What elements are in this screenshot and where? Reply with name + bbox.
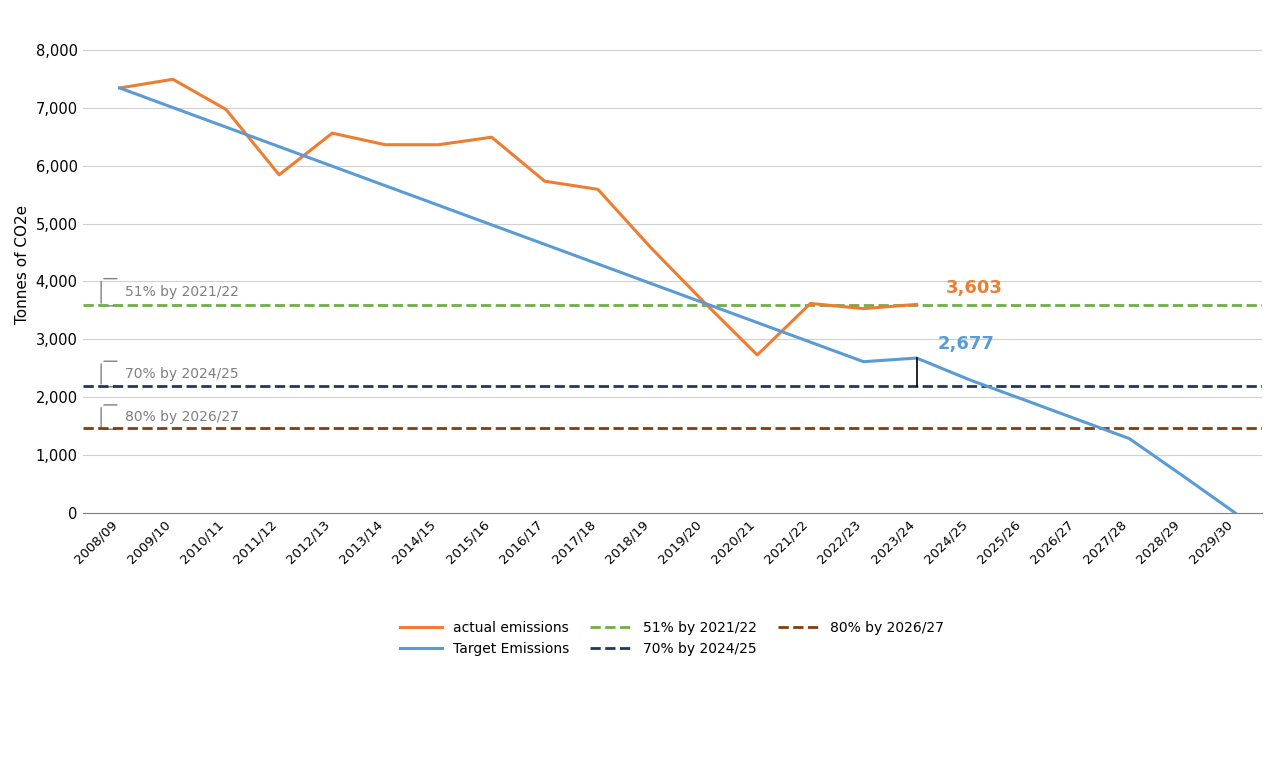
actual emissions: [272, 170, 287, 179]
70% by 2024/25: [165, 381, 180, 390]
actual emissions: [856, 304, 871, 313]
Target Emissions: [696, 298, 711, 308]
actual emissions: [484, 132, 499, 142]
Target Emissions: [750, 318, 765, 327]
Target Emissions: [378, 181, 393, 190]
Target Emissions: [644, 279, 659, 288]
Text: 80% by 2026/27: 80% by 2026/27: [125, 410, 239, 424]
51% by 2021/22: [165, 300, 180, 309]
actual emissions: [590, 185, 605, 194]
Y-axis label: Tonnes of CO2e: Tonnes of CO2e: [15, 204, 29, 323]
Target Emissions: [962, 375, 977, 385]
Target Emissions: [484, 220, 499, 230]
80% by 2026/27: [112, 424, 128, 433]
Text: 3,603: 3,603: [946, 280, 1002, 298]
Target Emissions: [1121, 434, 1137, 443]
Target Emissions: [538, 240, 553, 249]
actual emissions: [324, 129, 340, 138]
Target Emissions: [165, 103, 180, 112]
actual emissions: [378, 140, 393, 150]
actual emissions: [165, 75, 180, 84]
Line: Target Emissions: Target Emissions: [120, 88, 1235, 513]
Target Emissions: [218, 122, 234, 132]
Target Emissions: [803, 337, 819, 347]
Target Emissions: [1175, 471, 1190, 480]
Target Emissions: [272, 142, 287, 151]
actual emissions: [909, 300, 925, 309]
Target Emissions: [1015, 395, 1031, 404]
actual emissions: [803, 299, 819, 308]
80% by 2026/27: [165, 424, 180, 433]
Target Emissions: [909, 354, 925, 363]
Target Emissions: [1227, 509, 1243, 518]
Target Emissions: [856, 357, 871, 366]
actual emissions: [112, 83, 128, 93]
Target Emissions: [430, 200, 446, 210]
Target Emissions: [1069, 414, 1084, 424]
actual emissions: [750, 351, 765, 360]
70% by 2024/25: [112, 381, 128, 390]
Target Emissions: [324, 161, 340, 171]
Target Emissions: [590, 259, 605, 269]
Text: 51% by 2021/22: 51% by 2021/22: [125, 285, 239, 299]
Line: actual emissions: actual emissions: [120, 79, 917, 355]
Text: 70% by 2024/25: 70% by 2024/25: [125, 367, 239, 381]
51% by 2021/22: [112, 300, 128, 309]
Target Emissions: [112, 83, 128, 93]
Legend: actual emissions, Target Emissions, 51% by 2021/22, 70% by 2024/25, 80% by 2026/: actual emissions, Target Emissions, 51% …: [400, 621, 944, 656]
actual emissions: [696, 298, 711, 307]
actual emissions: [644, 243, 659, 252]
actual emissions: [430, 140, 446, 150]
actual emissions: [218, 104, 234, 114]
Text: 2,677: 2,677: [937, 336, 995, 354]
actual emissions: [538, 177, 553, 186]
